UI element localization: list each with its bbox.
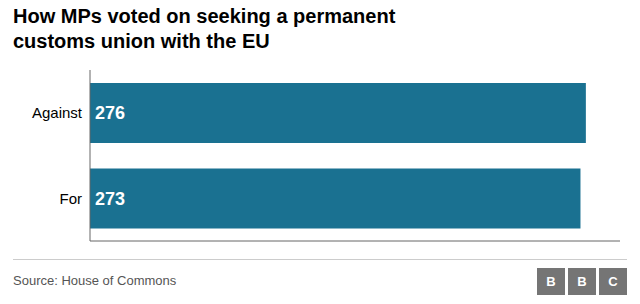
svg-text:Against: Against xyxy=(32,104,83,121)
html-text:B: B xyxy=(546,274,556,289)
html-text:B: B xyxy=(577,274,587,289)
html-text:Source: House of Commons: Source: House of Commons xyxy=(13,273,177,288)
svg-text:For: For xyxy=(60,190,83,207)
html-text:How MPs voted on seeking a per: How MPs voted on seeking a permanent cus… xyxy=(13,5,396,52)
svg-text:273: 273 xyxy=(95,189,125,209)
svg-text:276: 276 xyxy=(95,103,125,123)
html-text:C: C xyxy=(608,274,618,289)
